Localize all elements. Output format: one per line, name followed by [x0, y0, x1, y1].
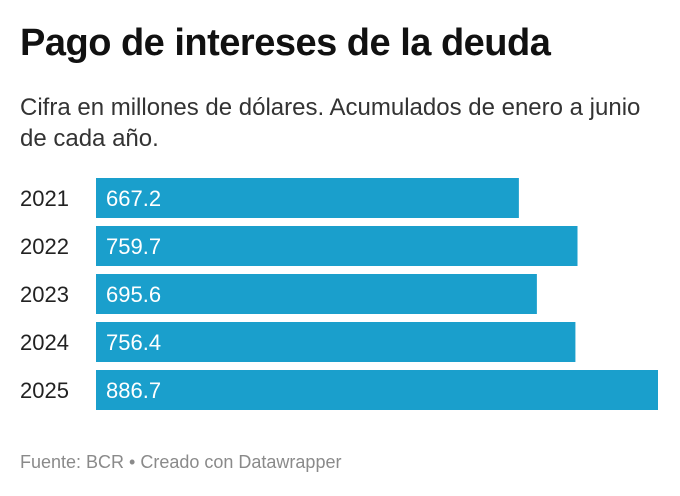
- bar-row: 2021 667.2: [20, 178, 519, 218]
- source-footer: Fuente: BCR • Creado con Datawrapper: [20, 452, 342, 472]
- bar-row: 2024 756.4: [20, 322, 576, 362]
- value-label: 886.7: [106, 378, 161, 403]
- bar-chart: 2021 667.2 2022 759.7 2023 695.6 2024 756.4 2025…: [20, 178, 658, 410]
- value-label: 667.2: [106, 186, 161, 211]
- chart-subtitle: Cifra en millones de dólares. Acumulados…: [20, 94, 641, 152]
- category-label: 2025: [20, 378, 69, 403]
- bar: [96, 178, 519, 218]
- category-label: 2024: [20, 330, 69, 355]
- bar-row: 2025 886.7: [20, 370, 658, 410]
- bar-row: 2022 759.7: [20, 226, 578, 266]
- value-label: 756.4: [106, 330, 161, 355]
- category-label: 2021: [20, 186, 69, 211]
- value-label: 759.7: [106, 234, 161, 259]
- chart-title: Pago de intereses de la deuda: [20, 22, 551, 64]
- category-label: 2022: [20, 234, 69, 259]
- bar: [96, 226, 578, 266]
- value-label: 695.6: [106, 282, 161, 307]
- bar: [96, 322, 576, 362]
- bar: [96, 370, 658, 410]
- bar: [96, 274, 537, 314]
- bar-row: 2023 695.6: [20, 274, 537, 314]
- category-label: 2023: [20, 282, 69, 307]
